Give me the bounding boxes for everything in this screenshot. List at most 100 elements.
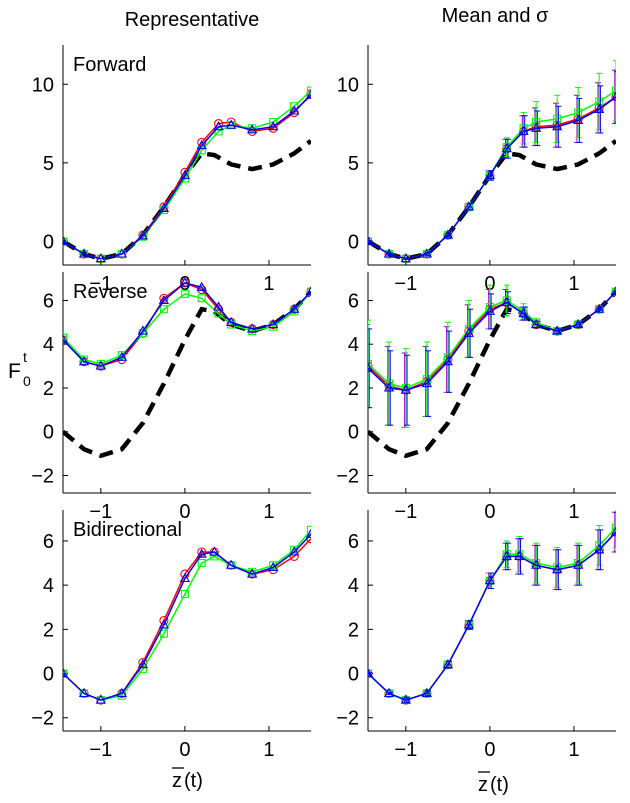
series-square — [368, 284, 616, 428]
data-point-triangle — [116, 687, 127, 697]
y-tick-label: −2 — [31, 465, 54, 487]
y-tick-label: 6 — [348, 531, 359, 553]
x-tick-label: −1 — [394, 273, 417, 295]
data-point-triangle — [247, 124, 258, 134]
y-tick-label: 0 — [348, 422, 359, 444]
y-tick-label: 6 — [43, 531, 54, 553]
y-tick-label: −2 — [336, 465, 359, 487]
data-point-triangle — [594, 303, 605, 313]
series-triangle — [63, 89, 311, 263]
y-tick-label: 2 — [348, 619, 359, 641]
data-point-triangle — [383, 382, 395, 392]
data-point-triangle — [368, 235, 374, 245]
data-point-triangle — [305, 528, 311, 538]
y-tick-label: −2 — [31, 708, 54, 730]
panel-5: −2 0 2 4 6 −1 0 1 Bidirectional — [31, 510, 311, 761]
data-point-square — [532, 117, 541, 127]
data-point-triangle — [400, 384, 411, 394]
data-point-triangle — [289, 303, 300, 313]
data-point-triangle — [530, 559, 542, 569]
data-point-triangle — [137, 230, 149, 240]
series-line — [63, 538, 311, 701]
reference-dashed-line — [63, 290, 311, 459]
data-point-triangle — [552, 564, 563, 574]
y-tick-label: 6 — [43, 290, 54, 312]
x-tick-label: 0 — [179, 739, 190, 761]
data-point-triangle — [368, 667, 374, 678]
data-point-square — [180, 589, 189, 599]
data-point-triangle — [63, 235, 69, 245]
data-point-square — [306, 287, 311, 296]
data-point-triangle — [442, 659, 454, 669]
panel-3: −2 0 2 4 6 −1 0 1 Reverse — [31, 272, 311, 523]
data-point-triangle — [442, 356, 454, 366]
y-label-sub: 0 — [23, 373, 31, 389]
x-tick-label: 0 — [179, 273, 190, 295]
panel-6: −2 0 2 4 6 −1 0 1 — [336, 510, 616, 761]
data-point-square — [197, 294, 206, 303]
data-point-square — [553, 563, 562, 572]
data-point-triangle — [225, 119, 237, 129]
y-tick-label: 5 — [348, 153, 359, 175]
data-point-triangle — [573, 318, 584, 329]
data-point-square — [197, 558, 206, 568]
data-point-triangle — [305, 286, 311, 296]
data-point-triangle — [213, 121, 224, 131]
panel-title: Reverse — [73, 281, 147, 303]
data-point-triangle — [247, 568, 258, 578]
data-point-triangle — [179, 572, 191, 583]
data-point-triangle — [196, 548, 207, 558]
data-point-triangle — [383, 687, 395, 697]
y-tick-label: 4 — [43, 575, 54, 597]
x-tick-label: 0 — [484, 739, 495, 761]
data-point-triangle — [594, 544, 605, 554]
y-tick-label: 4 — [43, 334, 54, 356]
data-point-triangle — [484, 575, 496, 585]
x-axis-label-left: z (t) — [172, 767, 203, 792]
data-point-triangle — [63, 334, 69, 344]
panel-title: Bidirectional — [73, 519, 182, 541]
series-square — [368, 510, 616, 705]
data-point-circle — [159, 293, 169, 303]
data-point-triangle — [268, 121, 279, 131]
data-point-triangle — [196, 139, 207, 150]
data-point-triangle — [137, 659, 149, 669]
data-point-triangle — [573, 559, 584, 569]
series-triangle — [368, 71, 616, 263]
data-point-triangle — [530, 122, 542, 132]
y-tick-label: 0 — [348, 664, 359, 686]
plot-area — [368, 284, 616, 459]
data-point-square — [290, 102, 299, 111]
data-point-triangle — [400, 694, 411, 704]
y-tick-label: 4 — [348, 575, 359, 597]
data-point-triangle — [501, 297, 512, 307]
y-tick-label: 5 — [43, 153, 54, 175]
data-point-triangle — [518, 125, 529, 135]
series-triangle — [368, 286, 616, 426]
series-line — [63, 94, 311, 260]
data-point-square — [306, 525, 311, 534]
panel-4: −2 0 2 4 6 −1 0 1 — [336, 272, 616, 523]
plot-area — [63, 277, 311, 459]
data-point-triangle — [78, 687, 90, 697]
plot-area — [63, 86, 311, 264]
data-point-triangle — [552, 121, 563, 131]
data-point-triangle — [594, 103, 605, 113]
data-point-square — [611, 86, 616, 95]
panel-2: 0 5 10 −1 0 1 — [337, 45, 616, 295]
x-tick-label: 1 — [568, 739, 579, 761]
data-point-triangle — [530, 318, 542, 329]
data-point-triangle — [95, 360, 106, 370]
data-point-square — [401, 383, 410, 393]
y-label-sup: t — [23, 349, 27, 365]
x-label-main: z — [478, 774, 488, 796]
y-tick-label: 2 — [43, 619, 54, 641]
data-point-triangle — [225, 316, 237, 326]
data-point-triangle — [268, 561, 279, 572]
x-tick-label: −1 — [89, 501, 112, 523]
data-point-triangle — [179, 277, 191, 287]
data-point-square — [368, 669, 373, 678]
plot-area — [368, 510, 616, 705]
y-tick-label: 0 — [348, 231, 359, 253]
